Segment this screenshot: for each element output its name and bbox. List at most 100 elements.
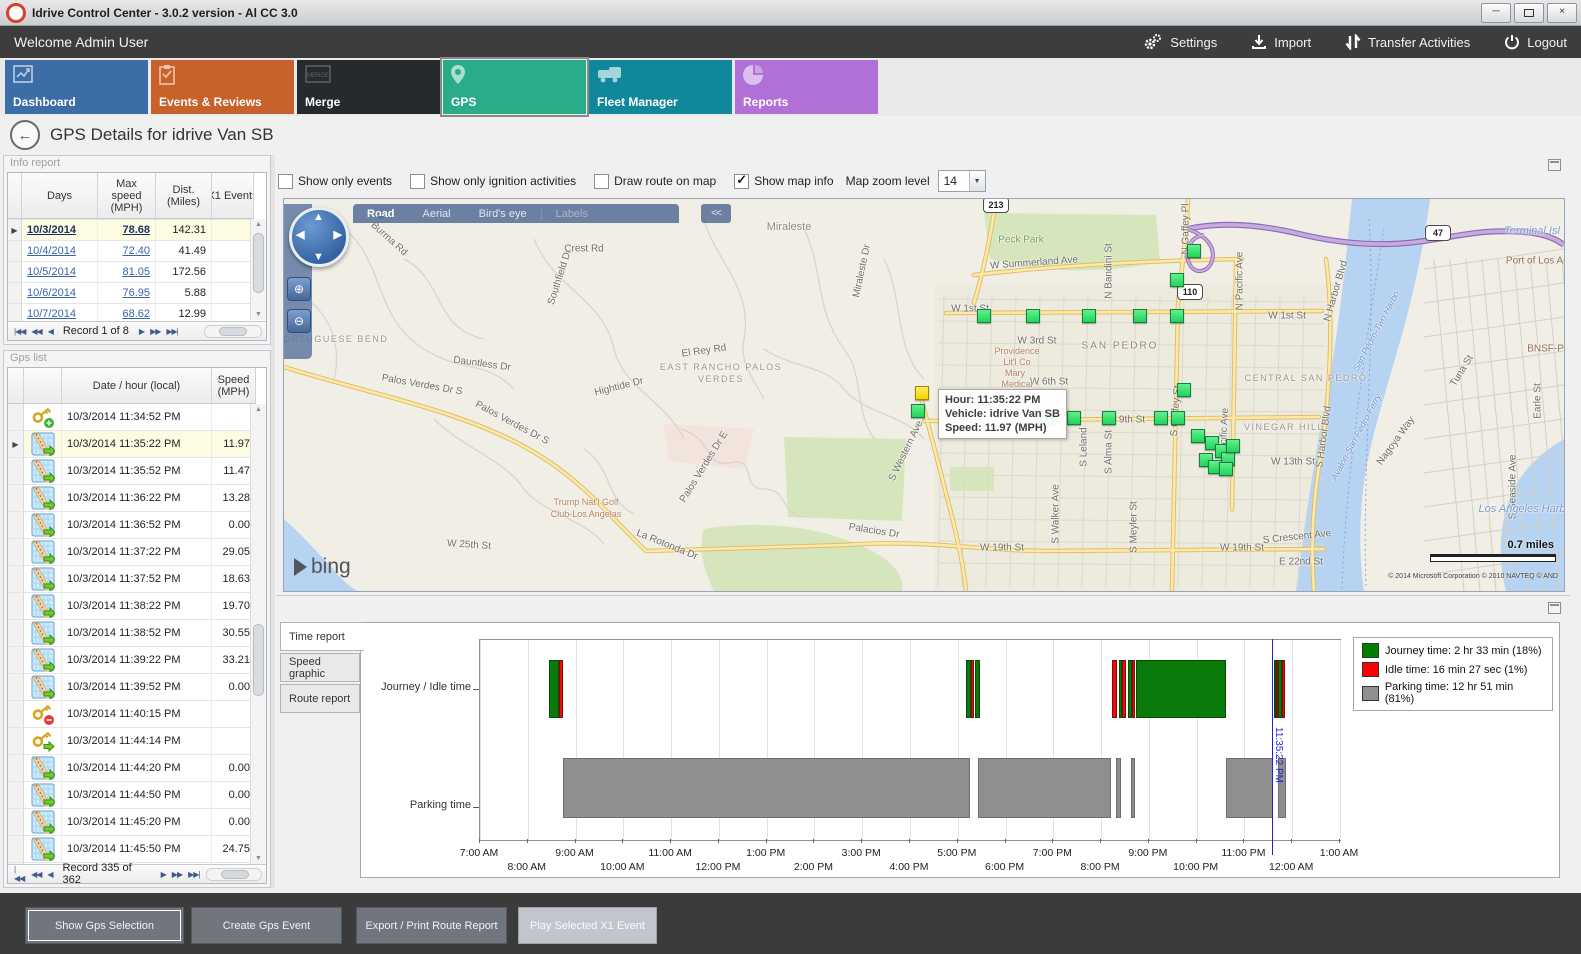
tab-reports[interactable]: Reports	[735, 60, 878, 114]
list-item[interactable]: 10/3/2014 11:36:22 PM 13.28	[8, 485, 266, 512]
gps-point-marker[interactable]	[1154, 411, 1168, 425]
gps-vscrollbar[interactable]: ▲ ▼	[250, 404, 266, 864]
create-gps-event-button[interactable]: Create Gps Event	[191, 907, 342, 944]
gps-point-marker[interactable]	[1191, 429, 1205, 443]
pan-left-icon[interactable]: ◀	[296, 229, 305, 241]
topbar-action-import[interactable]: Import	[1251, 33, 1311, 51]
gps-point-marker[interactable]	[911, 404, 925, 418]
table-row[interactable]: 10/6/2014 76.95 5.88	[8, 283, 266, 304]
checkbox-show-only-events[interactable]: Show only events	[278, 173, 392, 189]
topbar-action-settings[interactable]: Settings	[1143, 33, 1217, 51]
pager-prev-page-button[interactable]: ◀◀	[31, 869, 42, 879]
pager-hscroll-thumb[interactable]	[219, 326, 247, 336]
pager-prev-page-button[interactable]: ◀◀	[31, 326, 42, 336]
scroll-down-icon[interactable]: ▼	[255, 311, 262, 318]
table-row[interactable]: 10/4/2014 72.40 41.49	[8, 241, 266, 262]
pager-prev-button[interactable]: ◀	[47, 869, 53, 879]
list-item[interactable]: 10/3/2014 11:44:20 PM 0.00	[8, 755, 266, 782]
pan-right-icon[interactable]: ▶	[333, 229, 342, 241]
map-pan-compass[interactable]: ▲ ▼ ◀ ▶	[289, 207, 349, 267]
list-item[interactable]: 10/3/2014 11:36:52 PM 0.00	[8, 512, 266, 539]
close-button[interactable]: ×	[1547, 3, 1577, 23]
map-zoom-in-button[interactable]: ⊕	[287, 277, 311, 301]
checkbox-draw-route-on-map[interactable]: Draw route on map	[594, 173, 716, 189]
days-link[interactable]: 10/5/2014	[22, 262, 98, 282]
gps-point-marker[interactable]	[977, 309, 991, 323]
max-speed-link[interactable]: 81.05	[98, 262, 156, 282]
list-item[interactable]: ▶ 10/3/2014 11:35:22 PM 11.97	[8, 431, 266, 458]
gps-vscroll-thumb[interactable]	[253, 624, 264, 696]
gps-point-marker[interactable]	[915, 386, 929, 400]
topbar-action-transfer-activities[interactable]: Transfer Activities	[1345, 33, 1470, 51]
list-item[interactable]: 10/3/2014 11:45:50 PM 24.75	[8, 836, 266, 863]
tab-fleet-manager[interactable]: Fleet Manager	[589, 60, 732, 114]
gps-point-marker[interactable]	[1026, 309, 1040, 323]
scroll-down-icon[interactable]: ▼	[255, 855, 262, 862]
column-header-2[interactable]: Max speed (MPH)	[98, 173, 156, 219]
chart-panel-maximize-icon[interactable]	[1548, 602, 1561, 614]
gps-point-marker[interactable]	[1067, 411, 1081, 425]
map-view-tab-labels[interactable]: Labels	[540, 207, 602, 220]
show-gps-selection-button[interactable]: Show Gps Selection	[25, 907, 184, 944]
gps-point-marker[interactable]	[1082, 309, 1096, 323]
map[interactable]: Miraleste Peck Park W Summerland Ave Crest …	[283, 198, 1565, 592]
pan-up-icon[interactable]: ▲	[313, 211, 324, 223]
checkbox-icon[interactable]	[278, 173, 293, 189]
list-item[interactable]: 10/3/2014 11:37:52 PM 18.63	[8, 566, 266, 593]
column-header-speed[interactable]: Speed (MPH)	[212, 368, 256, 404]
tab-events-reviews[interactable]: Events & Reviews	[151, 60, 294, 114]
panel-splitter[interactable]	[271, 155, 275, 888]
list-item[interactable]: 10/3/2014 11:39:52 PM 0.00	[8, 674, 266, 701]
list-item[interactable]: 10/3/2014 11:44:14 PM	[8, 728, 266, 755]
checkbox-show-only-ignition-activities[interactable]: Show only ignition activities	[410, 173, 576, 189]
column-header-3[interactable]: Dist. (Miles)	[156, 173, 212, 219]
map-zoom-out-button[interactable]: ⊖	[287, 309, 311, 333]
days-link[interactable]: 10/6/2014	[22, 283, 98, 303]
table-row[interactable]: 10/5/2014 81.05 172.56	[8, 262, 266, 283]
map-view-tab-road[interactable]: Road	[353, 208, 409, 220]
pager-next-page-button[interactable]: ▶▶	[171, 869, 183, 879]
pager-hscrollbar[interactable]	[205, 867, 262, 881]
tab-gps[interactable]: GPS	[440, 57, 589, 117]
list-item[interactable]: 10/3/2014 11:37:22 PM 29.05	[8, 539, 266, 566]
column-header-4[interactable]: X1 Events	[212, 173, 254, 219]
gps-point-marker[interactable]	[1226, 439, 1240, 453]
list-item[interactable]: 10/3/2014 11:35:52 PM 11.47	[8, 458, 266, 485]
max-speed-link[interactable]: 76.95	[98, 283, 156, 303]
list-item[interactable]: 10/3/2014 11:34:52 PM	[8, 404, 266, 431]
list-item[interactable]: 10/3/2014 11:38:22 PM 19.70	[8, 593, 266, 620]
pager-next-button[interactable]: ▶	[138, 326, 145, 336]
map-panel-maximize-icon[interactable]	[1548, 159, 1561, 171]
max-speed-link[interactable]: 72.40	[98, 241, 156, 261]
column-header-date[interactable]: Date / hour (local)	[62, 368, 212, 404]
table-row[interactable]: ▶ 10/3/2014 78.68 142.31	[8, 220, 266, 241]
pager-next-page-button[interactable]: ▶▶	[150, 326, 161, 336]
pager-first-button[interactable]: |◀◀	[14, 326, 26, 336]
maximize-button[interactable]	[1514, 3, 1544, 23]
pager-prev-button[interactable]: ◀	[47, 326, 54, 336]
list-item[interactable]: 10/3/2014 11:38:52 PM 30.55	[8, 620, 266, 647]
map-view-tab-bird-s-eye[interactable]: Bird's eye	[478, 207, 527, 220]
info-vscrollbar[interactable]: ▲ ▼	[250, 219, 266, 320]
gps-point-marker[interactable]	[1171, 411, 1185, 425]
gps-point-marker[interactable]	[1219, 462, 1233, 476]
tab-route-report[interactable]: Route report	[280, 684, 360, 713]
pager-hscroll-thumb[interactable]	[220, 869, 249, 879]
list-item[interactable]: 10/3/2014 11:39:22 PM 33.21	[8, 647, 266, 674]
scroll-up-icon[interactable]: ▲	[255, 406, 262, 413]
column-header-1[interactable]: Days	[22, 173, 98, 219]
export-print-route-report-button[interactable]: Export / Print Route Report	[356, 907, 507, 944]
map-view-tab-aerial[interactable]: Aerial	[422, 207, 451, 220]
tab-time-report[interactable]: Time report	[280, 622, 364, 651]
gps-point-marker[interactable]	[1170, 309, 1184, 323]
gps-point-marker[interactable]	[1187, 244, 1201, 258]
tab-dashboard[interactable]: Dashboard	[5, 60, 148, 114]
pager-next-button[interactable]: ▶	[160, 869, 167, 879]
tab-speed-graphic[interactable]: Speed graphic	[280, 653, 360, 682]
days-link[interactable]: 10/3/2014	[22, 220, 98, 240]
minimize-button[interactable]: ─	[1481, 3, 1511, 23]
map-toolbar-collapse-button[interactable]: <<	[701, 204, 731, 223]
chevron-down-icon[interactable]: ▼	[968, 171, 985, 191]
topbar-action-logout[interactable]: Logout	[1504, 33, 1567, 51]
info-vscroll-thumb[interactable]	[253, 233, 264, 293]
